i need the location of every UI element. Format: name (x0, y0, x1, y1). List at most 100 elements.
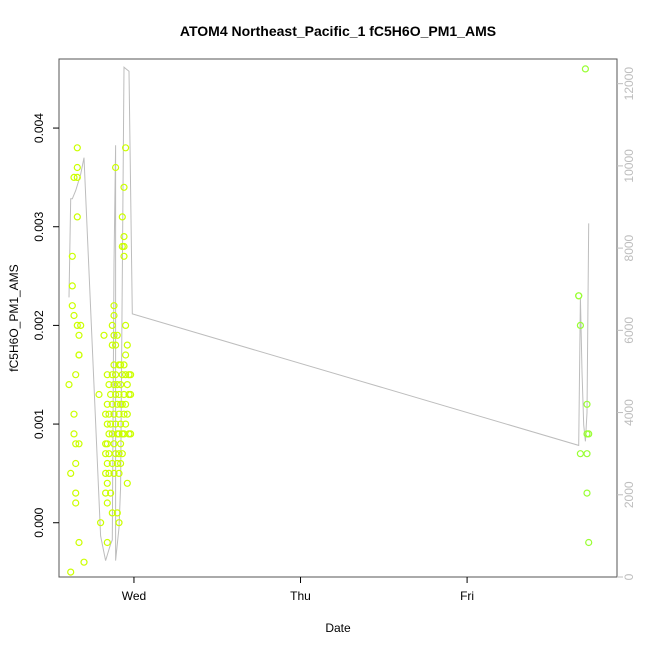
data-point (101, 410, 110, 418)
left-y-tick-label: 0.003 (32, 211, 46, 241)
right-y-tick-label: 6000 (622, 317, 636, 344)
data-point (120, 242, 128, 251)
x-tick-label: Thu (290, 589, 311, 603)
data-point (115, 450, 123, 458)
data-point (116, 381, 125, 389)
data-point (113, 381, 121, 389)
right-y-axis: 0 2000 4000 6000 8000 10000 12000 (617, 67, 636, 580)
data-point (73, 173, 81, 181)
left-y-tick-label: 0.000 (32, 507, 46, 537)
data-point (113, 400, 121, 408)
data-point (111, 450, 120, 458)
x-axis: Wed Thu Fri (122, 577, 474, 603)
data-point (585, 538, 593, 547)
data-point (121, 400, 130, 408)
data-point (116, 420, 125, 428)
data-point (123, 479, 131, 487)
data-point (72, 440, 80, 448)
data-point (73, 213, 81, 221)
data-point (75, 440, 83, 448)
data-point (120, 252, 128, 260)
data-point (108, 341, 116, 349)
data-point (120, 183, 128, 191)
data-point (80, 558, 88, 566)
data-point (101, 489, 110, 497)
data-point (103, 420, 111, 428)
data-point (111, 341, 120, 349)
data-point (103, 538, 111, 547)
right-y-tick-label: 0 (622, 573, 636, 580)
data-point (118, 400, 126, 408)
chart-title: ATOM4 Northeast_Pacific_1 fC5H6O_PM1_AMS (180, 23, 496, 39)
data-point (120, 233, 128, 241)
left-y-tick-label: 0.001 (32, 409, 46, 439)
data-point (70, 410, 78, 418)
data-point (123, 341, 131, 349)
data-point (68, 252, 76, 260)
left-y-tick-label: 0.002 (32, 310, 46, 340)
plot-frame-group (58, 58, 618, 578)
data-point (575, 292, 583, 300)
data-point (576, 321, 585, 329)
data-point (121, 351, 130, 359)
data-point (118, 371, 126, 379)
data-point (121, 144, 130, 152)
data-point (105, 410, 113, 418)
data-point (73, 163, 81, 172)
data-point (110, 302, 118, 310)
data-point (75, 351, 83, 359)
data-point (113, 459, 121, 468)
x-tick-label: Fri (460, 589, 474, 603)
data-point (72, 499, 80, 507)
data-point (115, 410, 123, 418)
right-y-tick-label: 2000 (622, 481, 636, 508)
data-point (108, 371, 116, 379)
data-point (583, 489, 591, 497)
data-point (106, 489, 115, 497)
data-point (110, 469, 118, 477)
line-layer (68, 66, 590, 561)
left-y-axis: 0.000 0.001 0.002 0.003 0.004 (32, 113, 59, 538)
right-y-tick-label: 4000 (622, 399, 636, 426)
data-point (121, 420, 130, 428)
data-point (115, 519, 123, 527)
data-point (108, 430, 116, 438)
data-point (67, 469, 75, 477)
data-point (106, 390, 115, 399)
data-point (103, 440, 111, 448)
data-point (120, 361, 128, 369)
data-point (110, 311, 118, 320)
data-point (108, 459, 116, 468)
data-point (111, 163, 120, 172)
data-point (108, 321, 116, 329)
data-point (123, 410, 131, 418)
data-point (73, 321, 81, 329)
data-point (103, 479, 111, 487)
data-point (116, 440, 125, 448)
data-point (96, 519, 105, 527)
data-point (108, 400, 116, 408)
data-point (105, 430, 113, 438)
data-point (127, 371, 135, 379)
data-point (67, 568, 75, 576)
data-point (106, 420, 115, 428)
data-point (115, 469, 123, 477)
data-point (103, 400, 111, 408)
data-point (105, 381, 113, 389)
data-point (101, 469, 110, 477)
data-point (113, 509, 121, 517)
data-point (121, 321, 130, 329)
data-point (115, 430, 123, 438)
data-point (111, 390, 120, 399)
data-point (70, 430, 78, 438)
right-y-tick-label: 8000 (622, 234, 636, 261)
data-point (70, 173, 78, 181)
right-y-tick-label: 12000 (622, 67, 636, 101)
data-point (105, 469, 113, 477)
x-tick-label: Wed (122, 589, 146, 603)
data-point (100, 331, 108, 339)
data-point (75, 331, 83, 339)
y-axis-label: fC5H6O_PM1_AMS (7, 264, 21, 371)
data-point (123, 381, 131, 389)
